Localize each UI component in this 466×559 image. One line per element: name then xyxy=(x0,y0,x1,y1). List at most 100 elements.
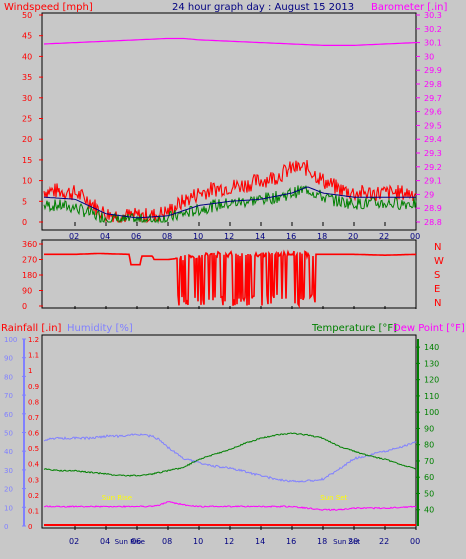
wind-x-tick-label: 06 xyxy=(131,232,141,241)
humidity-tick-label: 70 xyxy=(4,392,13,400)
baro-tick-label: 29.7 xyxy=(424,94,442,103)
wind-axis-title: Windspeed [mph] xyxy=(4,2,93,13)
temp-tick-label: 120 xyxy=(424,376,439,385)
wind-x-tick-label: 14 xyxy=(255,232,265,241)
climate-x-tick-label: 04 xyxy=(100,537,110,546)
rain-tick-label: 0.8 xyxy=(28,398,39,406)
wind-tick-label: 30 xyxy=(22,94,32,103)
wind-tick-label: 25 xyxy=(22,115,32,124)
rain-tick-label: 0.4 xyxy=(28,461,40,469)
wind-tick-label: 40 xyxy=(22,52,32,61)
wind-tick-label: 10 xyxy=(22,177,32,186)
climate-panel-content: 0 0.1 0.2 0.3 0.4 0.5 0.6 0.7 0.8 0.9 1 1.1 1.2 0 10 20… xyxy=(4,336,439,546)
humidity-tick-label: 80 xyxy=(4,373,13,381)
temp-tick-label: 100 xyxy=(424,408,439,417)
baro-tick-label: 29.3 xyxy=(424,149,442,158)
rain-tick-label: 0.5 xyxy=(28,445,39,453)
baro-tick-label: 30.3 xyxy=(424,11,442,20)
wind-tick-label: 45 xyxy=(22,32,32,41)
wind-tick-label: 35 xyxy=(22,73,32,82)
rain-tick-label: 1.2 xyxy=(28,336,39,344)
humidity-line xyxy=(43,433,417,483)
temp-tick-label: 90 xyxy=(424,424,434,433)
dir-tick-label: 360 xyxy=(22,240,37,249)
dir-tick-label: 0 xyxy=(22,302,27,311)
temp-tick-label: 80 xyxy=(424,441,434,450)
climate-x-tick-label: 00 xyxy=(410,537,420,546)
barometer-axis-title: Barometer [.in] xyxy=(371,2,447,13)
rain-tick-label: 0.9 xyxy=(28,383,39,391)
sunset-axis-label: Sun Set xyxy=(333,538,360,546)
baro-tick-label: 30.1 xyxy=(424,39,442,48)
direction-panel-frame xyxy=(41,239,417,309)
wind-direction-line xyxy=(44,249,417,309)
dewpoint-line xyxy=(43,501,417,511)
baro-tick-label: 29.9 xyxy=(424,66,442,75)
compass-label: W xyxy=(434,256,444,267)
baro-tick-label: 30 xyxy=(424,52,434,61)
climate-x-tick-label: 10 xyxy=(193,537,203,546)
wind-x-tick-label: 22 xyxy=(379,232,389,241)
wind-x-tick-label: 10 xyxy=(193,232,203,241)
humidity-tick-label: 60 xyxy=(4,411,13,419)
rain-tick-label: 0.1 xyxy=(28,507,39,515)
rain-tick-label: 1.1 xyxy=(28,352,39,360)
baro-tick-label: 29.2 xyxy=(424,163,442,172)
dir-tick-label: 90 xyxy=(22,287,32,296)
compass-label: N xyxy=(434,298,441,309)
temp-tick-label: 60 xyxy=(424,473,434,482)
temp-tick-label: 130 xyxy=(424,359,439,368)
wind-tick-label: 50 xyxy=(22,11,32,20)
wind-tick-label: 5 xyxy=(22,197,27,206)
sunset-label: Sun Set xyxy=(320,494,347,502)
rainfall-axis-title: Rainfall [.in] xyxy=(1,323,62,334)
wind-avg-line xyxy=(43,185,417,224)
wind-x-tick-label: 04 xyxy=(100,232,110,241)
wind-tick-label: 15 xyxy=(22,156,32,165)
compass-label: N xyxy=(434,242,441,253)
baro-tick-label: 29.1 xyxy=(424,177,442,186)
wind-x-tick-label: 20 xyxy=(348,232,358,241)
direction-panel-content: 360 270 180 90 0 xyxy=(22,240,417,311)
humidity-tick-label: 30 xyxy=(4,467,13,475)
rain-tick-label: 0.7 xyxy=(28,414,39,422)
wind-x-tick-label: 08 xyxy=(162,232,172,241)
wind-mid-line xyxy=(43,186,416,219)
rain-tick-label: 0 xyxy=(28,523,32,531)
climate-x-tick-label: 02 xyxy=(69,537,79,546)
rain-tick-label: 0.2 xyxy=(28,492,39,500)
graph-title: 24 hour graph day : August 15 2013 xyxy=(172,2,354,13)
humidity-tick-label: 100 xyxy=(4,336,17,344)
temp-tick-label: 140 xyxy=(424,343,439,352)
rain-tick-label: 0.3 xyxy=(28,476,39,484)
wind-tick-label: 0 xyxy=(22,218,27,227)
wind-panel-frame xyxy=(41,12,417,231)
humidity-tick-label: 90 xyxy=(4,355,13,363)
wind-x-tick-label: 16 xyxy=(286,232,296,241)
baro-tick-label: 29.8 xyxy=(424,80,442,89)
dir-tick-label: 270 xyxy=(22,256,37,265)
sunrise-axis-label: Sun Rise xyxy=(115,538,145,546)
humidity-tick-label: 50 xyxy=(4,430,13,438)
wind-gust-line xyxy=(43,159,417,224)
baro-tick-label: 29.6 xyxy=(424,108,442,117)
barometer-line xyxy=(43,37,417,46)
humidity-tick-label: 40 xyxy=(4,448,13,456)
climate-x-tick-label: 06 xyxy=(131,537,141,546)
baro-tick-label: 28.9 xyxy=(424,204,442,213)
temp-tick-label: 70 xyxy=(424,457,434,466)
climate-x-tick-label: 08 xyxy=(162,537,172,546)
temp-tick-label: 110 xyxy=(424,392,439,401)
climate-x-tick-label: 22 xyxy=(379,537,389,546)
dir-tick-label: 180 xyxy=(22,271,37,280)
humidity-axis-title: Humidity [%] xyxy=(67,323,133,334)
wind-x-tick-label: 12 xyxy=(224,232,234,241)
humidity-tick-label: 20 xyxy=(4,486,13,494)
temperature-line xyxy=(43,432,417,477)
compass-label: S xyxy=(434,270,440,281)
wind-x-tick-label: 02 xyxy=(69,232,79,241)
baro-tick-label: 29.5 xyxy=(424,121,442,130)
